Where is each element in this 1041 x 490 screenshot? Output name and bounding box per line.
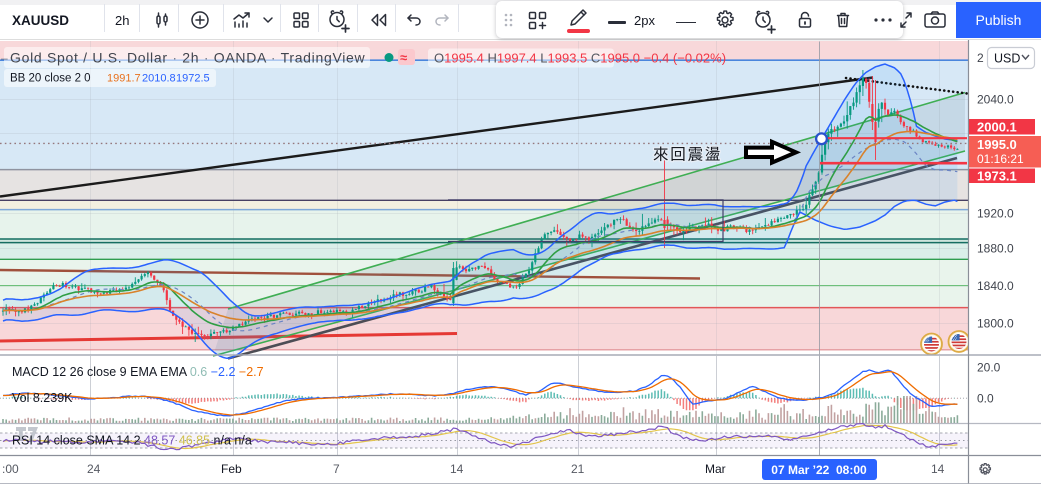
svg-text:07 Mar ’22 08:00: 07 Mar ’22 08:00	[771, 463, 867, 477]
svg-text:Vol 8.239K: Vol 8.239K	[12, 391, 73, 405]
svg-text:1920.0: 1920.0	[977, 207, 1014, 221]
svg-text:1800.0: 1800.0	[977, 317, 1014, 331]
svg-text:USD: USD	[994, 52, 1020, 66]
svg-text:21: 21	[571, 462, 585, 476]
svg-text:RSI 14 close SMA 14 2 48.57 4: RSI 14 close SMA 14 2 48.57 46.85 n/a n/…	[12, 434, 252, 448]
svg-text:20.0: 20.0	[977, 361, 1001, 375]
svg-text:14: 14	[931, 462, 945, 476]
svg-text:Feb: Feb	[221, 462, 242, 476]
svg-text:1991.7: 1991.7	[107, 73, 141, 85]
svg-text:01:16:21: 01:16:21	[977, 152, 1024, 166]
svg-text:2040.0: 2040.0	[977, 93, 1014, 107]
svg-text:2: 2	[977, 51, 984, 65]
svg-text::00: :00	[2, 462, 19, 476]
svg-text:1972.5: 1972.5	[176, 73, 210, 85]
svg-text:≈: ≈	[400, 50, 407, 65]
svg-text:O1995.4 H1997.4 L1993.5 C1995.: O1995.4 H1997.4 L1993.5 C1995.0 −0.4 (−0…	[434, 51, 726, 66]
svg-text:14: 14	[450, 462, 464, 476]
svg-text:來回震盪: 來回震盪	[653, 146, 722, 164]
svg-text:7: 7	[333, 462, 340, 476]
svg-text:2000.1: 2000.1	[977, 120, 1017, 135]
svg-text:1840.0: 1840.0	[977, 279, 1014, 293]
svg-text:1995.0: 1995.0	[977, 137, 1017, 152]
svg-text:0.0: 0.0	[977, 392, 994, 406]
svg-text:–: –	[1, 51, 8, 65]
svg-text:MACD 12 26 close 9 EMA EMA 0.6: MACD 12 26 close 9 EMA EMA 0.6 −2.2 −2.7	[12, 365, 264, 379]
svg-text:2010.8: 2010.8	[142, 73, 176, 85]
svg-text:BB 20 close 2 0: BB 20 close 2 0	[10, 73, 91, 85]
svg-text:Mar: Mar	[705, 462, 726, 476]
svg-text:Gold Spot / U.S. Dollar · 2h ·: Gold Spot / U.S. Dollar · 2h · OANDA · T…	[10, 50, 366, 66]
svg-text:1973.1: 1973.1	[977, 169, 1017, 184]
svg-text:1880.0: 1880.0	[977, 242, 1014, 256]
svg-text:24: 24	[87, 462, 101, 476]
